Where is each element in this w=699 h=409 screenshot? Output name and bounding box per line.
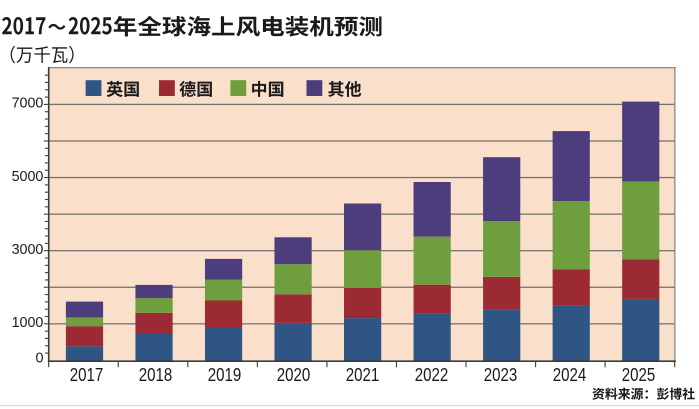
svg-text:2021: 2021	[346, 365, 380, 385]
svg-text:2023: 2023	[484, 365, 518, 385]
svg-text:3000: 3000	[12, 242, 44, 258]
svg-text:2022: 2022	[415, 365, 449, 385]
svg-text:2018: 2018	[139, 365, 173, 385]
svg-text:2019: 2019	[208, 365, 242, 385]
svg-text:7000: 7000	[12, 96, 44, 112]
svg-text:2017: 2017	[70, 365, 104, 385]
svg-text:2020: 2020	[277, 365, 311, 385]
svg-text:5000: 5000	[12, 169, 44, 185]
svg-text:2024: 2024	[553, 365, 587, 385]
svg-text:2025: 2025	[622, 365, 656, 385]
svg-text:1000: 1000	[12, 315, 44, 331]
svg-text:0: 0	[35, 351, 43, 367]
